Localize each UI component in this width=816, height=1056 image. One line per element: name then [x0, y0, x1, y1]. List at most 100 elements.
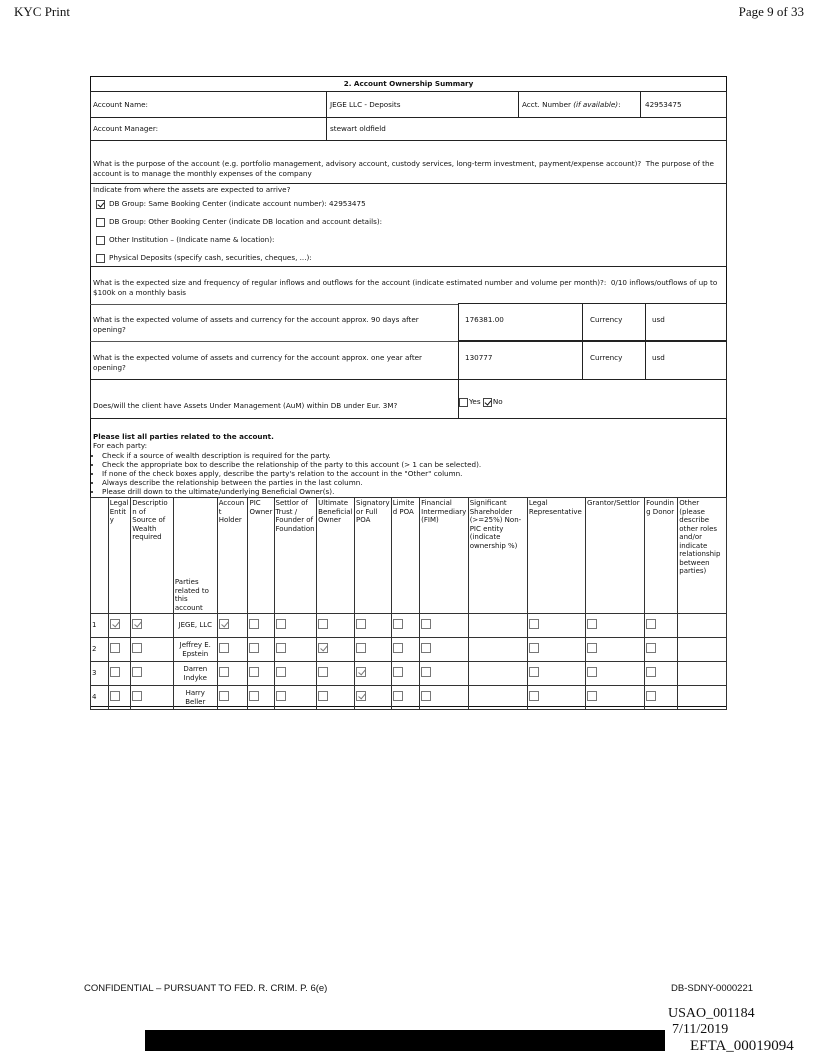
checkbox[interactable] — [392, 667, 403, 678]
checkbox[interactable] — [275, 643, 286, 654]
aum-yes-checkbox[interactable] — [459, 397, 468, 407]
parties-table: Legal Entity Description of Source of We… — [90, 497, 727, 710]
checkbox[interactable] — [275, 619, 286, 630]
checkbox[interactable] — [646, 619, 657, 630]
checkbox-checked[interactable] — [356, 667, 367, 678]
cell-limited-poa — [390, 661, 421, 686]
checkbox[interactable] — [528, 643, 539, 654]
checkbox[interactable] — [96, 235, 105, 245]
divider — [326, 117, 327, 141]
checkbox[interactable] — [421, 691, 432, 702]
checkbox[interactable] — [356, 643, 367, 654]
checkbox-checked[interactable] — [318, 643, 329, 654]
checkbox[interactable] — [318, 667, 329, 678]
checkbox[interactable] — [528, 619, 539, 630]
checkbox[interactable] — [646, 643, 657, 654]
checkbox[interactable] — [318, 691, 329, 702]
checkbox[interactable] — [586, 643, 597, 654]
checkbox[interactable] — [96, 217, 105, 227]
cell-limited-poa — [390, 637, 421, 662]
volume-90-currency-label: Currency — [590, 315, 623, 324]
checkbox[interactable] — [356, 619, 367, 630]
checkbox[interactable] — [275, 691, 286, 702]
purpose-text: What is the purpose of the account (e.g.… — [93, 159, 718, 178]
cell-founding-donor — [644, 661, 679, 686]
checkbox[interactable] — [218, 691, 229, 702]
checkbox[interactable] — [132, 667, 143, 678]
col-legal-rep: Legal Representative — [526, 497, 586, 614]
checkbox[interactable] — [218, 667, 229, 678]
checkbox[interactable] — [586, 667, 597, 678]
table-header-row: Legal Entity Description of Source of We… — [90, 497, 727, 614]
origin-option-other-booking[interactable]: DB Group: Other Booking Center (indicate… — [96, 217, 382, 227]
cell-pic-owner — [247, 685, 275, 710]
cell-signatory — [354, 661, 392, 686]
table-row: 2 Jeffrey E. Epstein — [90, 637, 727, 662]
checkbox-checked[interactable] — [96, 199, 105, 209]
checkbox[interactable] — [528, 667, 539, 678]
checkbox[interactable] — [275, 667, 286, 678]
checkbox-checked[interactable] — [218, 619, 229, 630]
col-limited-poa: Limited POA — [390, 497, 421, 614]
cell-limited-poa — [390, 613, 421, 638]
party-name: Darren Indyke — [172, 661, 218, 686]
cell-settlor — [273, 613, 318, 638]
cell-account-holder — [216, 637, 249, 662]
cell-other — [677, 661, 727, 686]
checkbox[interactable] — [421, 643, 432, 654]
checkbox[interactable] — [249, 643, 260, 654]
assets-origin-question: Indicate from where the assets are expec… — [93, 185, 291, 194]
cell-shareholder — [467, 661, 528, 686]
checkbox[interactable] — [109, 691, 120, 702]
origin-option-physical[interactable]: Physical Deposits (specify cash, securit… — [96, 253, 312, 263]
checkbox[interactable] — [132, 643, 143, 654]
col-ubo: Ultimate Beneficial Owner — [316, 497, 356, 614]
cell-shareholder — [467, 613, 528, 638]
cell-legal-entity — [107, 613, 132, 638]
option-label: DB Group: Other Booking Center (indicate… — [109, 217, 383, 226]
party-name: Harry Beller — [172, 685, 218, 710]
aum-no-label: No — [492, 397, 503, 406]
aum-no-checkbox[interactable] — [482, 397, 492, 407]
cell-other — [677, 685, 727, 710]
aum-row — [90, 379, 727, 419]
checkbox[interactable] — [109, 643, 120, 654]
checkbox[interactable] — [586, 619, 597, 630]
checkbox[interactable] — [318, 619, 329, 630]
checkbox[interactable] — [249, 619, 260, 630]
checkbox[interactable] — [218, 643, 229, 654]
checkbox[interactable] — [421, 667, 432, 678]
checkbox[interactable] — [392, 691, 403, 702]
checkbox[interactable] — [528, 691, 539, 702]
cell-legal-rep — [526, 637, 586, 662]
checkbox[interactable] — [646, 667, 657, 678]
parties-instructions: Check if a source of wealth description … — [93, 451, 722, 496]
cell-account-holder — [216, 661, 249, 686]
checkbox[interactable] — [421, 619, 432, 630]
checkbox[interactable] — [109, 667, 120, 678]
cell-legal-rep — [526, 661, 586, 686]
checkbox[interactable] — [96, 253, 105, 263]
instruction: Always describe the relationship between… — [102, 478, 722, 487]
origin-option-other-institution[interactable]: Other Institution – (Indicate name & loc… — [96, 235, 274, 245]
section-title: 2. Account Ownership Summary — [343, 79, 474, 88]
origin-option-same-booking[interactable]: DB Group: Same Booking Center (indicate … — [96, 199, 366, 209]
cell-signatory — [354, 613, 392, 638]
checkbox-checked[interactable] — [356, 691, 367, 702]
checkbox[interactable] — [392, 619, 403, 630]
checkbox[interactable] — [132, 691, 143, 702]
checkbox-checked[interactable] — [109, 619, 120, 630]
cell-fim — [419, 661, 469, 686]
cell-grantor — [584, 661, 646, 686]
table-row: 1 JEGE, LLC — [90, 613, 727, 638]
checkbox[interactable] — [392, 643, 403, 654]
bates-number: DB-SDNY-0000221 — [671, 983, 754, 994]
checkbox[interactable] — [646, 691, 657, 702]
redaction-bar — [145, 1030, 665, 1051]
cell-ubo — [316, 685, 356, 710]
checkbox[interactable] — [249, 667, 260, 678]
checkbox[interactable] — [586, 691, 597, 702]
cell-legal-entity — [107, 685, 132, 710]
checkbox-checked[interactable] — [132, 619, 143, 630]
checkbox[interactable] — [249, 691, 260, 702]
